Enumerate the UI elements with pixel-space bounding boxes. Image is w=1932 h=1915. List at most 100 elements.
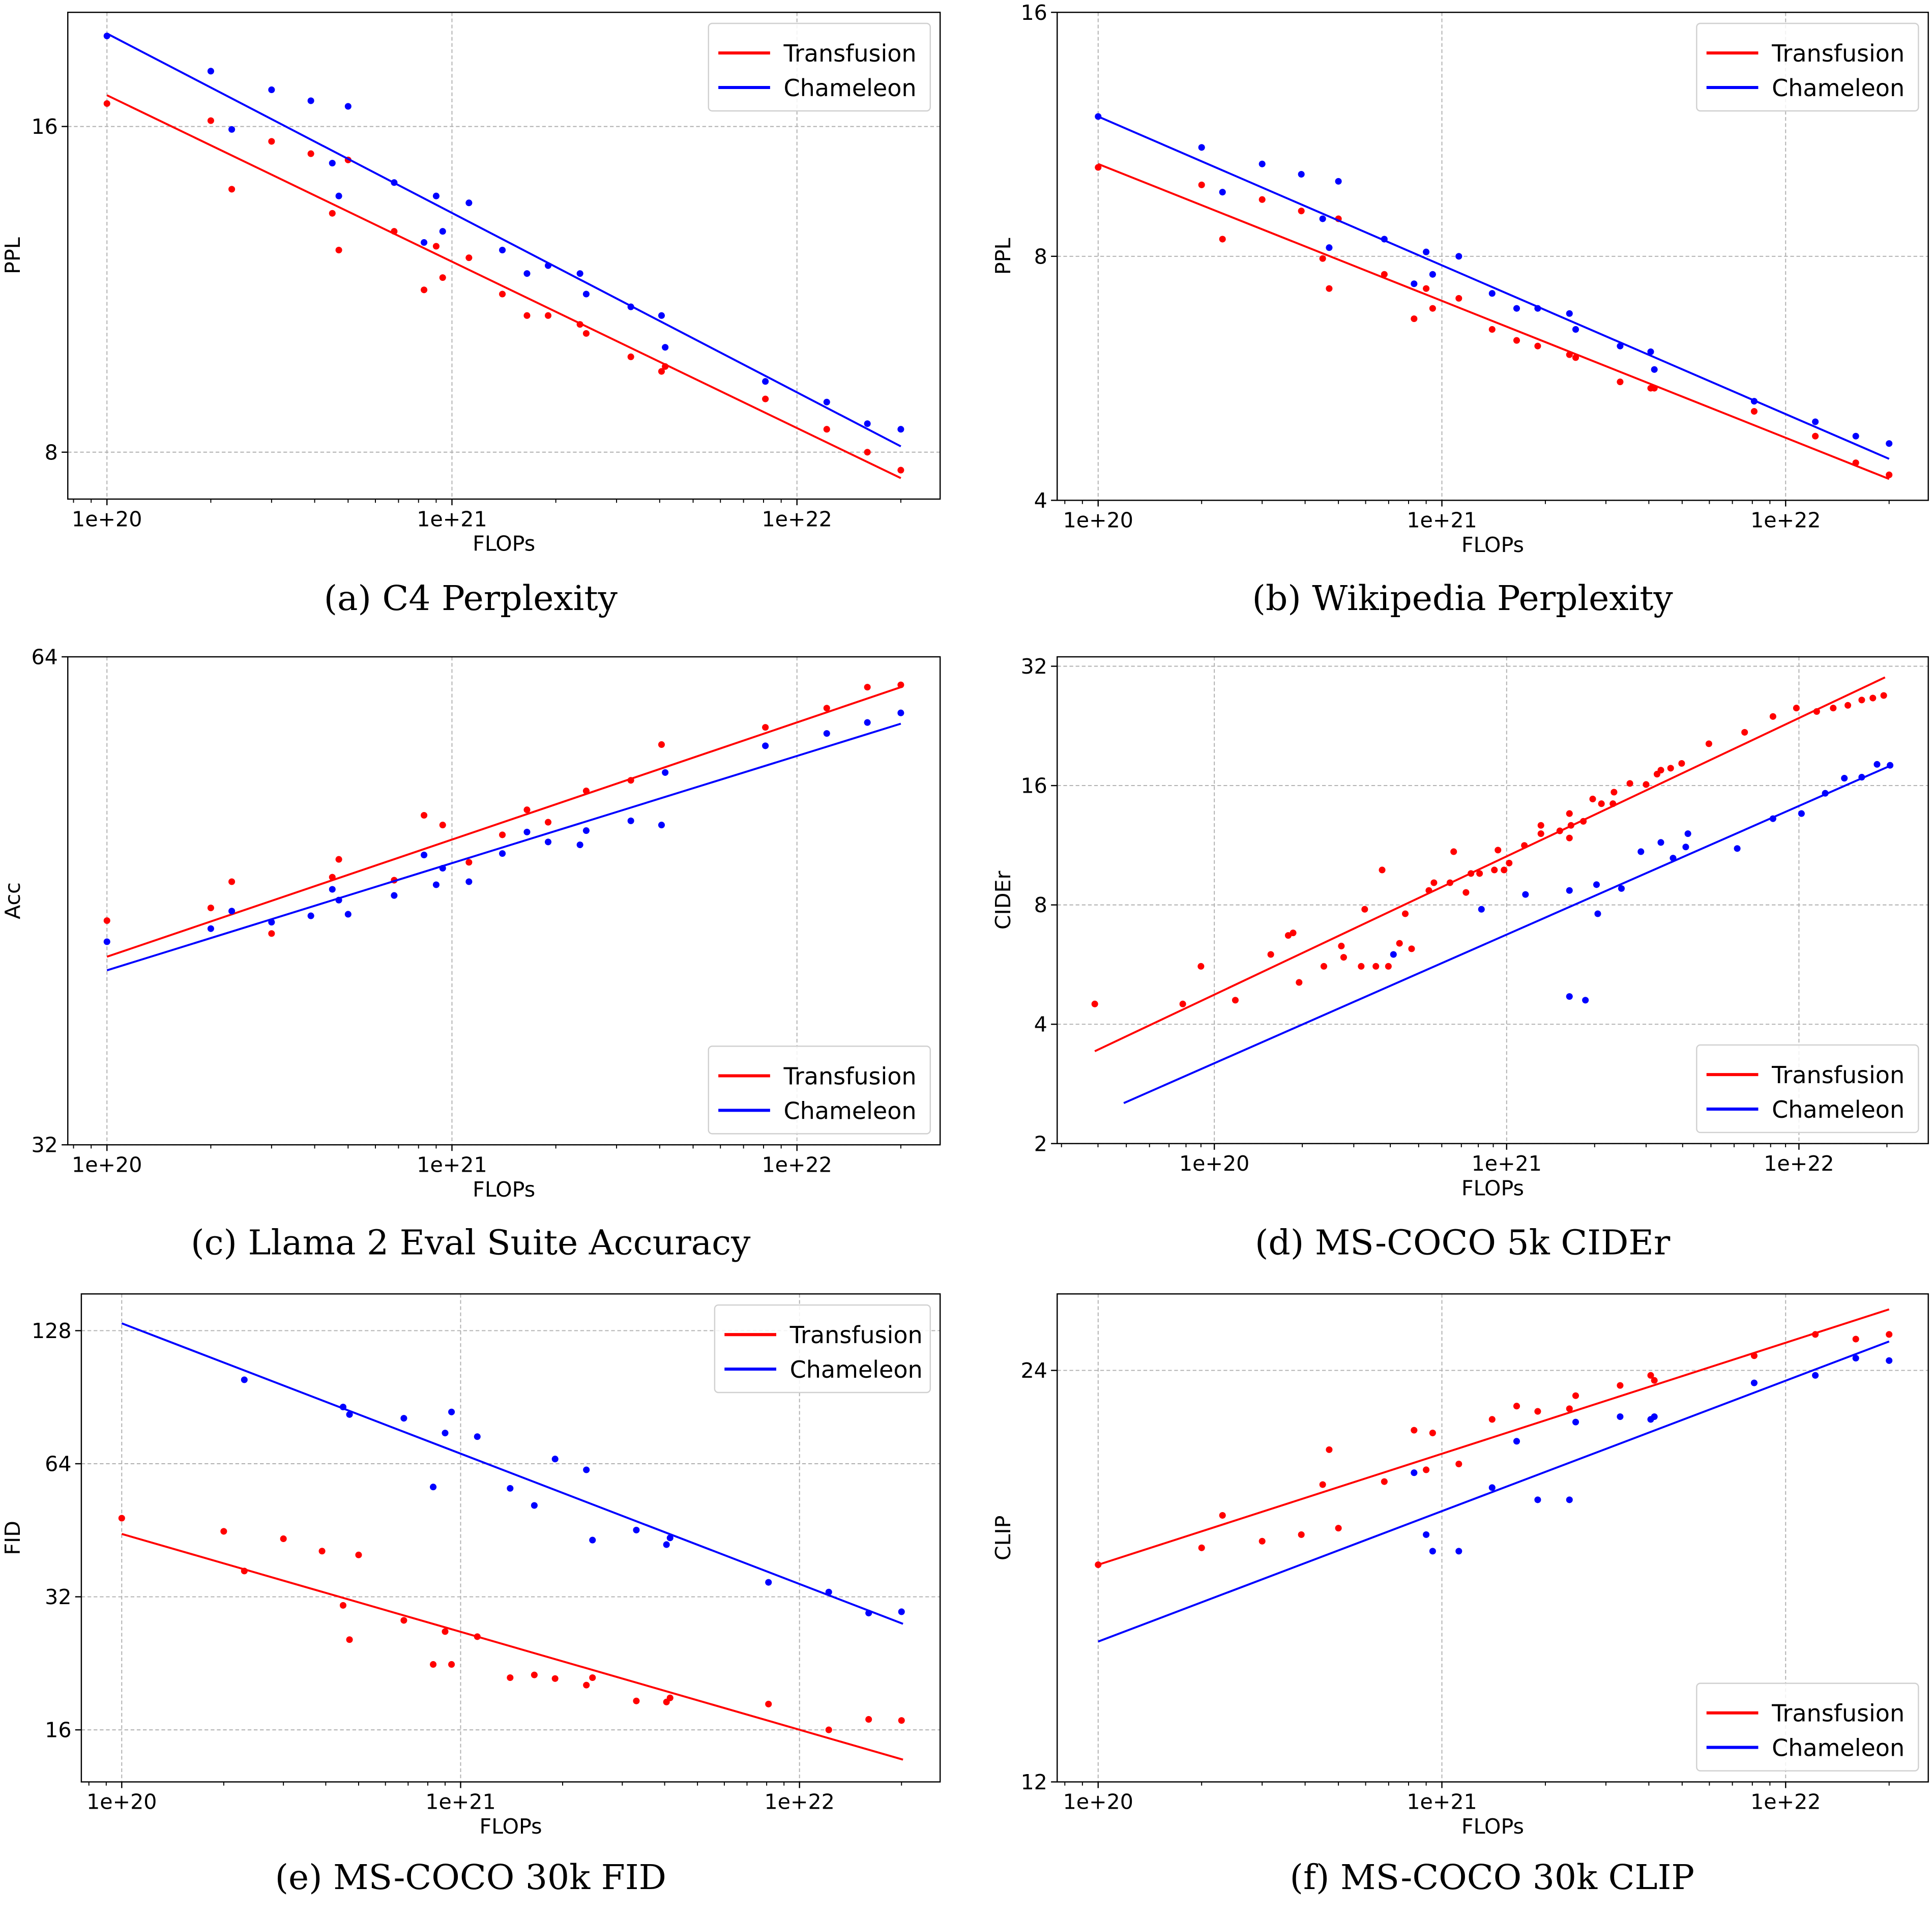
data-point-chameleon [439, 228, 446, 235]
data-point-transfusion [1566, 1405, 1573, 1412]
data-point-transfusion [1769, 713, 1776, 720]
data-point-transfusion [658, 741, 665, 748]
data-point-chameleon [663, 1541, 670, 1548]
data-point-transfusion [118, 1515, 125, 1522]
data-point-transfusion [1501, 866, 1508, 874]
x-axis-label: FLOPs [1461, 533, 1524, 557]
data-point-chameleon [583, 1466, 590, 1473]
data-point-transfusion [220, 1528, 227, 1535]
data-point-chameleon [633, 1526, 640, 1533]
x-tick-label: 1e+21 [425, 1790, 495, 1814]
y-tick-label: 8 [1034, 893, 1047, 917]
x-tick-label: 1e+20 [1179, 1151, 1249, 1176]
data-point-transfusion [1513, 1403, 1520, 1410]
data-point-transfusion [1401, 910, 1409, 917]
data-point-transfusion [1455, 295, 1462, 302]
data-point-chameleon [1390, 951, 1397, 958]
data-point-transfusion [1358, 963, 1365, 970]
data-point-chameleon [1617, 342, 1624, 350]
data-point-transfusion [1298, 1531, 1305, 1538]
legend-label: Chameleon [790, 1356, 923, 1383]
data-point-transfusion [1455, 1460, 1462, 1468]
data-point-transfusion [432, 243, 440, 250]
data-point-transfusion [346, 1636, 353, 1643]
y-tick-label: 64 [45, 1452, 71, 1476]
x-tick-label: 1e+20 [1063, 508, 1133, 533]
data-point-chameleon [1335, 178, 1342, 185]
legend-label: Transfusion [789, 1321, 923, 1349]
axes-frame [1057, 1293, 1929, 1783]
data-point-chameleon [1886, 440, 1893, 447]
data-point-transfusion [1335, 1525, 1342, 1532]
data-point-chameleon [1566, 993, 1573, 1000]
data-point-transfusion [589, 1674, 596, 1681]
series-transfusion [103, 681, 904, 958]
y-axis-label: CLIP [991, 1516, 1015, 1561]
data-point-chameleon [666, 1534, 674, 1542]
data-point-chameleon [1886, 1357, 1893, 1364]
data-point-transfusion [1488, 1416, 1496, 1423]
data-point-chameleon [1534, 305, 1541, 312]
data-point-chameleon [1684, 830, 1691, 837]
chart-panel-f: 1e+20 1e+21 1e+22 12 24 FLOPs CLIP Transfusion C… [991, 1293, 1929, 1897]
x-tick-label: 1e+20 [72, 1152, 142, 1177]
data-point-chameleon [103, 33, 110, 40]
data-point-transfusion [1651, 1377, 1658, 1384]
x-axis-label: FLOPs [1461, 1814, 1524, 1839]
data-point-chameleon [897, 709, 904, 716]
data-point-transfusion [1258, 196, 1266, 203]
legend-label: Chameleon [1772, 1096, 1905, 1123]
data-point-transfusion [1886, 1331, 1893, 1338]
data-point-transfusion [864, 684, 871, 691]
data-point-chameleon [1750, 398, 1758, 405]
data-point-transfusion [1462, 889, 1470, 896]
data-point-transfusion [307, 150, 314, 157]
chart-panel-d: 1e+20 1e+21 1e+22 2 4 8 16 32 FLOPs CIDEr Transfus… [991, 654, 1929, 1263]
data-point-chameleon [1411, 1469, 1418, 1476]
data-point-transfusion [1566, 834, 1573, 842]
data-point-chameleon [823, 398, 830, 405]
fit-line-transfusion [106, 94, 901, 479]
data-point-transfusion [1572, 354, 1579, 361]
y-axis-label: CIDEr [991, 871, 1015, 930]
data-point-chameleon [1572, 326, 1579, 333]
data-point-chameleon [898, 1608, 905, 1615]
data-point-transfusion [1095, 164, 1102, 171]
data-point-transfusion [1298, 208, 1305, 215]
data-point-chameleon [1488, 1484, 1496, 1491]
series-transfusion [1095, 1308, 1893, 1569]
axes-frame [80, 1293, 941, 1783]
data-point-transfusion [1852, 459, 1859, 467]
data-point-transfusion [523, 312, 531, 319]
data-point-transfusion [544, 819, 552, 826]
data-point-transfusion [1361, 906, 1368, 913]
data-point-transfusion [421, 286, 428, 294]
data-point-chameleon [1852, 432, 1859, 440]
y-tick-label: 4 [1034, 1012, 1047, 1037]
axes-frame [67, 12, 941, 500]
data-point-transfusion [1793, 705, 1800, 712]
data-point-chameleon [1455, 1548, 1462, 1555]
data-point-transfusion [1423, 285, 1430, 292]
data-point-transfusion [1423, 1466, 1430, 1473]
data-point-transfusion [1537, 830, 1544, 837]
data-point-chameleon [823, 730, 830, 737]
data-point-chameleon [268, 86, 275, 93]
data-point-transfusion [1880, 692, 1887, 699]
data-point-transfusion [1852, 1336, 1859, 1343]
subfigure-caption: (c) Llama 2 Eval Suite Accuracy [191, 1223, 751, 1263]
y-tick-label: 24 [1020, 1358, 1047, 1383]
data-point-chameleon [228, 126, 236, 133]
data-point-chameleon [576, 842, 583, 849]
data-point-chameleon [1326, 244, 1333, 251]
axes-frame [1057, 12, 1929, 501]
data-point-chameleon [658, 312, 665, 319]
y-axis-label: PPL [1, 237, 25, 274]
data-point-chameleon [1429, 1548, 1436, 1555]
data-point-chameleon [329, 160, 336, 167]
data-point-transfusion [207, 905, 214, 912]
data-point-transfusion [1617, 1382, 1624, 1389]
data-point-transfusion [318, 1548, 326, 1555]
data-point-chameleon [1095, 113, 1102, 120]
